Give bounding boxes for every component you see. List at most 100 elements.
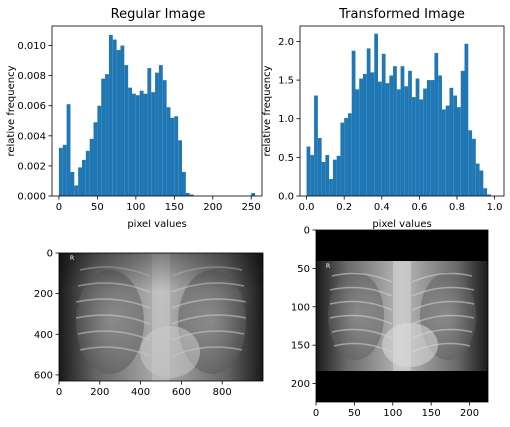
histogram-bars	[306, 33, 491, 197]
x-tick-label: 0.0	[299, 202, 315, 213]
x-axis-ticks: 0 50 100 150 200	[313, 402, 479, 419]
histogram-bar	[58, 147, 63, 196]
y-tick-label: 0.010	[17, 41, 46, 52]
x-tick-label: 0.6	[411, 202, 427, 213]
y-tick-label: 0.002	[17, 161, 46, 172]
chart-title: Transformed Image	[338, 7, 465, 22]
histogram-bar	[449, 87, 454, 196]
histogram-bar	[155, 72, 159, 196]
histogram-bar	[362, 73, 367, 196]
histogram-bar	[359, 78, 363, 196]
regular-xray-image-panel: R 0 200 400 600 800 0 200 400 600	[34, 249, 264, 398]
image-corner-label: R	[70, 255, 74, 262]
x-tick-label: 0.4	[374, 202, 390, 213]
histogram-bar	[385, 83, 390, 196]
histogram-bar	[306, 146, 311, 196]
histogram-bar	[355, 89, 360, 196]
y-tick-label: 150	[291, 341, 310, 352]
regular-image-histogram: Regular Image 0 50 100 150 200 250 0.000 0.002…	[6, 7, 263, 230]
histogram-bar	[310, 155, 315, 196]
x-tick-label: 100	[126, 202, 145, 213]
y-tick-label: 200	[34, 289, 53, 300]
histogram-bar	[404, 86, 409, 196]
histogram-bar	[419, 99, 424, 196]
image-corner-label: R	[326, 263, 330, 270]
histogram-bar	[381, 53, 386, 197]
y-tick-label: 1.0	[278, 114, 294, 125]
image-frame	[58, 252, 264, 382]
histogram-bar	[396, 89, 401, 196]
histogram-bar	[430, 80, 435, 196]
histogram-bar	[441, 109, 446, 196]
y-tick-label: 0.004	[17, 131, 46, 142]
histogram-bar	[74, 185, 79, 196]
histogram-bar	[166, 107, 171, 196]
histogram-bar	[370, 72, 375, 196]
histogram-bar	[151, 92, 156, 196]
histogram-bar	[378, 81, 382, 196]
histogram-bar	[415, 78, 420, 196]
y-tick-label: 1.5	[278, 76, 294, 87]
histogram-bar	[189, 194, 194, 196]
plot-frame	[51, 25, 263, 197]
histogram-bar	[434, 53, 439, 196]
histogram-bar	[460, 70, 465, 196]
histogram-bar	[62, 144, 67, 196]
chest-xray-image: R	[59, 253, 263, 381]
histogram-bar	[317, 138, 322, 196]
histogram-bar	[445, 105, 450, 196]
histogram-bar	[408, 70, 412, 196]
chart-title: Regular Image	[111, 7, 206, 22]
histogram-bar	[174, 116, 179, 196]
histogram-bar	[475, 163, 480, 196]
histogram-bar	[411, 97, 416, 196]
x-tick-label: 1.0	[487, 202, 503, 213]
x-tick-label: 50	[91, 202, 104, 213]
histogram-bar	[112, 39, 117, 196]
y-axis-label: relative frequency	[262, 65, 273, 156]
y-axis-ticks: 0.0 0.5 1.0 1.5 2.0	[278, 37, 300, 203]
transformed-image-histogram: Transformed Image 0.0 0.2 0.4 0.6 0.8 1.0 0.0…	[262, 7, 505, 230]
x-tick-label: 250	[242, 202, 261, 213]
histogram-bar	[336, 155, 341, 196]
y-tick-label: 200	[291, 379, 310, 390]
x-axis-label: pixel values	[372, 219, 431, 230]
histogram-bar	[251, 192, 256, 196]
histogram-bar	[182, 171, 186, 196]
x-tick-label: 200	[203, 202, 222, 213]
histogram-bar	[393, 66, 397, 196]
histogram-bar	[487, 194, 491, 196]
histogram-bar	[101, 78, 106, 196]
y-axis-label: relative frequency	[6, 65, 17, 156]
y-tick-label: 0.0	[278, 192, 294, 203]
histogram-bar	[85, 150, 90, 196]
image-frame	[315, 229, 489, 403]
x-tick-label: 0	[56, 202, 62, 213]
rib-lines	[329, 272, 475, 353]
histogram-bar	[120, 45, 125, 196]
histogram-bar	[143, 93, 148, 196]
y-tick-label: 0.006	[17, 101, 46, 112]
y-tick-label: 0	[47, 249, 53, 260]
x-tick-label: 50	[348, 408, 361, 419]
histogram-bar	[389, 75, 394, 196]
x-tick-label: 0	[56, 387, 62, 398]
histogram-bar	[78, 167, 82, 196]
x-tick-label: 100	[383, 408, 402, 419]
histogram-bar	[178, 140, 182, 196]
histogram-bar	[479, 170, 484, 196]
chest-xray-image: R	[316, 261, 488, 371]
histogram-bar	[400, 66, 405, 196]
x-tick-label: 0	[313, 408, 319, 419]
histogram-bar	[314, 95, 318, 196]
histogram-bar	[147, 68, 152, 196]
x-tick-label: 600	[172, 387, 191, 398]
y-tick-label: 100	[291, 302, 310, 313]
histogram-bar	[374, 33, 379, 197]
x-axis-label: pixel values	[127, 219, 186, 230]
histogram-bar	[97, 105, 102, 196]
y-tick-label: 0.5	[278, 153, 294, 164]
y-axis-ticks: 0 200 400 600	[34, 249, 59, 381]
histogram-bar	[332, 159, 337, 196]
